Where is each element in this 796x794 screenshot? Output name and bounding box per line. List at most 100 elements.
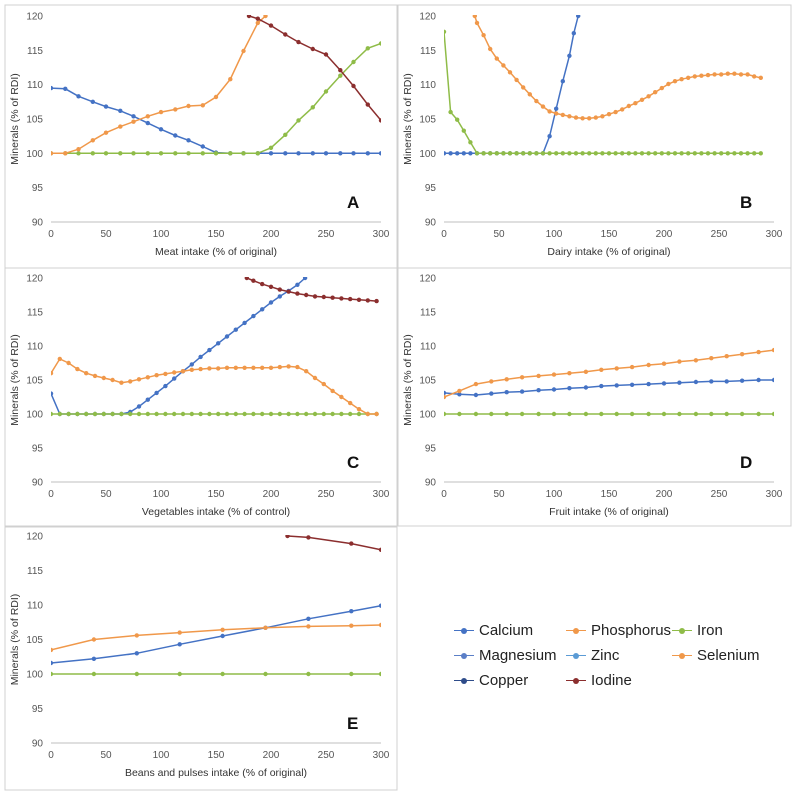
data-point: [304, 292, 309, 298]
data-point: [599, 411, 604, 417]
data-point: [216, 411, 221, 417]
y-tick-label: 100: [419, 149, 436, 160]
y-tick-label: 95: [32, 444, 44, 455]
x-tick-label: 150: [208, 229, 225, 240]
data-point: [51, 371, 54, 376]
data-point: [686, 75, 691, 81]
data-point: [679, 77, 684, 82]
data-point: [745, 151, 750, 156]
legend-marker: [566, 676, 586, 686]
data-point: [134, 633, 139, 638]
data-point: [613, 151, 618, 156]
legend-item-iron: Iron: [672, 622, 723, 639]
data-point: [321, 294, 326, 300]
data-point: [614, 411, 619, 417]
x-tick-label: 150: [208, 750, 225, 761]
data-point: [686, 151, 691, 156]
data-point: [738, 151, 744, 156]
data-point: [613, 109, 618, 115]
series-iodine: [246, 15, 381, 123]
series-iron: [444, 411, 774, 417]
data-point: [709, 379, 714, 384]
data-point: [758, 151, 763, 156]
data-point: [488, 151, 493, 156]
x-tick-label: 0: [441, 489, 447, 500]
data-point: [567, 371, 572, 376]
data-point: [677, 380, 682, 385]
data-point: [51, 411, 54, 417]
data-point: [92, 411, 98, 417]
data-point: [91, 656, 97, 661]
data-point: [614, 366, 619, 371]
x-axis-label: Vegetables intake (% of control): [142, 506, 290, 518]
data-point: [351, 151, 356, 156]
data-point: [251, 411, 256, 417]
y-tick-label: 95: [425, 183, 437, 194]
data-point: [534, 98, 539, 104]
data-point: [173, 151, 178, 156]
data-point: [110, 411, 115, 417]
data-point: [519, 389, 525, 394]
data-point: [351, 83, 356, 89]
data-point: [63, 151, 68, 156]
data-point: [758, 75, 763, 81]
data-point: [444, 411, 447, 417]
data-point: [233, 411, 238, 417]
data-point: [244, 277, 249, 281]
data-point: [186, 151, 191, 156]
data-point: [444, 29, 447, 34]
data-point: [103, 104, 109, 109]
data-point: [646, 411, 651, 417]
data-point: [745, 72, 750, 77]
data-point: [251, 365, 256, 370]
data-point: [614, 383, 619, 388]
data-point: [593, 115, 598, 120]
data-point: [771, 377, 774, 383]
data-point: [661, 381, 667, 386]
series-line-iodine: [287, 535, 381, 551]
data-point: [306, 535, 311, 540]
data-point: [580, 151, 585, 156]
data-point: [374, 298, 379, 304]
data-point: [163, 411, 168, 417]
data-point: [242, 411, 247, 417]
data-point: [177, 630, 182, 635]
data-point: [154, 373, 159, 378]
legend-marker: [454, 676, 474, 686]
x-tick-label: 250: [318, 229, 335, 240]
legend-item-phosphorus: Phosphorus: [566, 622, 671, 639]
data-point: [677, 411, 682, 417]
data-point: [567, 386, 572, 391]
data-point: [233, 365, 238, 370]
panel-frame: [397, 4, 792, 269]
x-tick-label: 150: [601, 489, 618, 500]
x-tick-label: 50: [100, 229, 112, 240]
data-point: [709, 411, 714, 417]
data-point: [220, 633, 225, 639]
x-tick-label: 150: [601, 229, 618, 240]
data-point: [103, 151, 109, 156]
data-point: [145, 375, 150, 380]
data-point: [268, 151, 274, 156]
data-point: [725, 151, 730, 156]
data-point: [620, 107, 625, 112]
chart-panel-c: 90 95 100 105 110 115 120 0 50 100 150 200 250 300 Veg…: [4, 267, 398, 527]
y-tick-label: 95: [32, 183, 44, 194]
x-tick-label: 200: [656, 489, 673, 500]
data-point: [756, 377, 761, 383]
data-point: [600, 114, 605, 119]
data-point: [567, 151, 572, 156]
data-point: [494, 56, 499, 61]
y-tick-label: 120: [419, 12, 436, 23]
data-point: [692, 74, 697, 79]
data-point: [198, 354, 203, 360]
data-point: [286, 289, 291, 294]
panel-frame: [4, 267, 398, 527]
panel-letter: E: [347, 714, 358, 733]
series-selenium: [472, 15, 763, 121]
y-tick-label: 115: [27, 308, 43, 319]
data-point: [66, 411, 71, 417]
data-point: [131, 151, 136, 156]
data-point: [554, 111, 559, 116]
